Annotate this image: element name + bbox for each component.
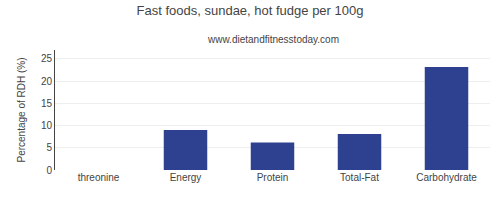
svg-text:Energy: Energy: [170, 172, 202, 183]
svg-text:20: 20: [41, 76, 53, 87]
svg-text:10: 10: [41, 120, 53, 131]
svg-text:0: 0: [46, 165, 52, 176]
svg-text:threonine: threonine: [78, 172, 120, 183]
svg-text:Protein: Protein: [257, 172, 289, 183]
svg-text:25: 25: [41, 53, 53, 64]
svg-text:Total-Fat: Total-Fat: [340, 172, 379, 183]
svg-text:Carbohydrate: Carbohydrate: [416, 172, 477, 183]
svg-text:www.dietandfitnesstoday.com: www.dietandfitnesstoday.com: [207, 34, 339, 45]
svg-text:15: 15: [41, 98, 53, 109]
svg-text:5: 5: [46, 142, 52, 153]
svg-text:Percentage of RDH (%): Percentage of RDH (%): [16, 57, 27, 162]
svg-text:Fast foods, sundae, hot fudge: Fast foods, sundae, hot fudge per 100g: [137, 3, 364, 18]
